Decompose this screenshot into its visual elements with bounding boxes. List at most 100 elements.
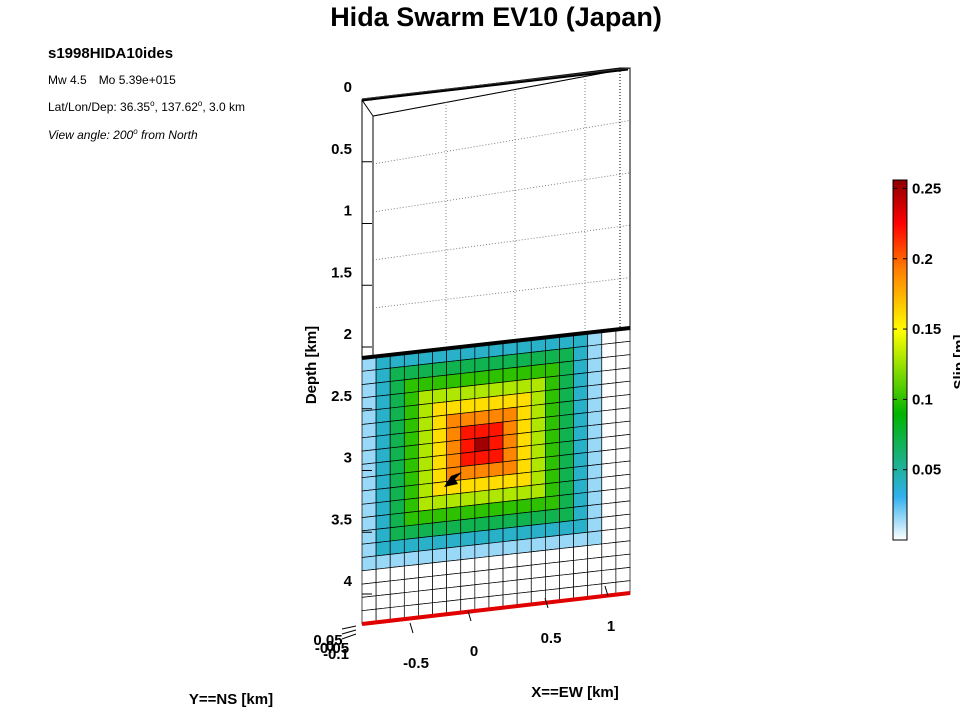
slip-cell — [545, 362, 560, 378]
slip-cell — [446, 359, 462, 376]
slip-cell — [446, 532, 462, 549]
y-tick — [341, 625, 357, 630]
slip-cell — [601, 395, 617, 412]
y-tick-label: -0.05 — [315, 640, 349, 657]
slip-cell — [601, 475, 617, 492]
slip-cell — [474, 582, 490, 599]
slip-cell — [488, 528, 504, 544]
slip-cell — [530, 536, 546, 553]
slip-cell — [573, 345, 589, 362]
slip-cell — [389, 485, 405, 502]
slip-cell — [446, 399, 462, 416]
slip-cell — [545, 428, 560, 445]
slip-cell — [474, 409, 490, 426]
slip-cell — [559, 400, 574, 417]
slip-cell — [432, 547, 447, 564]
slip-cell — [432, 361, 447, 378]
x-tick-label: 0 — [470, 643, 478, 660]
slip-cell — [403, 484, 419, 500]
chart-title: Hida Swarm EV10 (Japan) — [330, 2, 662, 32]
slip-cell — [474, 383, 490, 399]
y-tick — [341, 633, 357, 640]
slip-cell — [516, 418, 532, 435]
slip-cell — [432, 521, 447, 537]
slip-cell — [375, 514, 391, 530]
slip-cell — [403, 590, 419, 607]
slip-cell — [488, 541, 504, 557]
event-id: s1998HIDA10ides — [48, 45, 174, 62]
slip-cell — [573, 571, 589, 588]
slip-cell — [615, 394, 631, 410]
slip-cell — [615, 527, 631, 543]
slip-cell — [418, 389, 433, 406]
x-axis-label: X==EW [km] — [531, 684, 619, 701]
slip-cell — [573, 518, 589, 535]
slip-cell — [389, 552, 405, 569]
slip-cell — [418, 549, 433, 565]
slip-cell — [389, 592, 405, 608]
slip-cell — [432, 427, 447, 444]
slip-cell — [573, 478, 589, 495]
slip-cell — [601, 555, 617, 571]
view-prefix: View angle: 200 — [48, 128, 134, 142]
slip-cell — [559, 360, 574, 377]
slip-cell — [530, 376, 546, 393]
slip-cell — [418, 589, 433, 605]
depth-tick-label: 3 — [344, 450, 352, 467]
slip-cell — [474, 516, 490, 532]
slip-cell — [403, 431, 419, 447]
slip-cell — [488, 461, 504, 478]
slip-cell — [488, 488, 504, 504]
slip-cell — [587, 423, 603, 440]
slip-cell — [375, 447, 391, 464]
depth-tick-label: 2.5 — [331, 388, 352, 405]
slip-cell — [516, 538, 532, 554]
slip-cell — [403, 444, 419, 461]
slip-cell — [587, 357, 603, 374]
slip-cell — [432, 494, 447, 511]
slip-cell — [516, 378, 532, 395]
slip-cell — [474, 436, 490, 453]
depth-tick-label: 3.5 — [331, 511, 352, 528]
slip-cell — [559, 440, 574, 456]
slip-cell — [389, 392, 405, 409]
slip-cell — [545, 535, 560, 551]
slip-cell — [530, 483, 546, 500]
slip-cell — [573, 452, 589, 468]
slip-cell — [502, 353, 518, 370]
colorbar-tick-label: 0.15 — [912, 321, 941, 338]
hypocenter-marker — [444, 472, 462, 487]
slip-cell — [559, 480, 574, 496]
slip-cell — [573, 438, 589, 455]
slip-cell — [530, 456, 546, 473]
slip-cell — [573, 358, 589, 375]
slip-cell — [418, 363, 433, 379]
slip-cell — [530, 403, 546, 420]
slip-cell — [389, 578, 405, 595]
slip-cell — [460, 571, 476, 587]
slip-cell — [403, 404, 419, 421]
slip-cell — [530, 350, 546, 367]
slip-cell — [587, 516, 603, 533]
slip-cell — [446, 386, 462, 403]
slip-cell — [375, 487, 391, 504]
slip-cell — [502, 459, 518, 476]
fault-bottom-edge — [361, 591, 631, 626]
slip-cell — [446, 559, 462, 576]
slip-cell — [559, 373, 574, 390]
slip-cell — [587, 410, 603, 427]
slip-cell — [361, 582, 377, 598]
slip-cell — [375, 394, 391, 411]
slip-cell — [418, 496, 433, 512]
slip-cell — [389, 565, 405, 582]
slip-cell — [432, 574, 447, 590]
colorbar-label: Slip [m] — [951, 334, 960, 389]
slip-cell — [601, 541, 617, 558]
slip-cell — [361, 489, 377, 505]
slip-cell — [389, 379, 405, 396]
slip-cell — [601, 488, 617, 505]
slip-cell — [587, 450, 603, 467]
slip-cell — [573, 531, 589, 548]
slip-cell — [502, 366, 518, 383]
slip-cell — [573, 558, 589, 575]
